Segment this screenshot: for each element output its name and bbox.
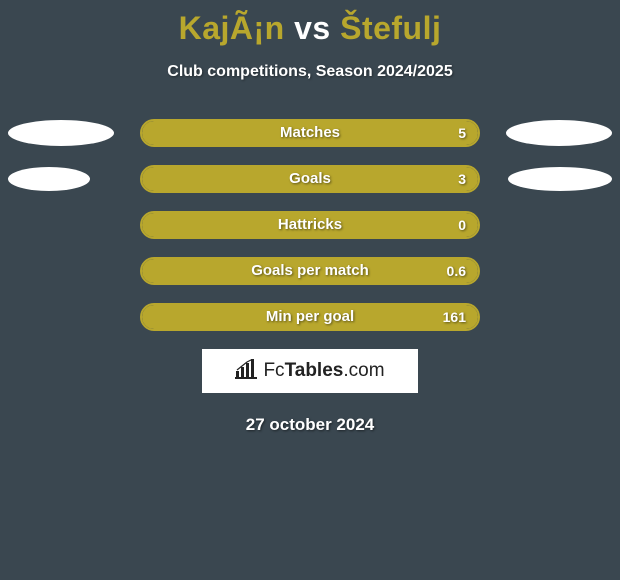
stat-bar: Goals3 (140, 165, 480, 193)
date-line: 27 october 2024 (0, 415, 620, 435)
stat-bar: Goals per match0.6 (140, 257, 480, 285)
stat-row: Min per goal161 (0, 303, 620, 331)
stat-bar: Matches5 (140, 119, 480, 147)
brand-text-1: Fc (263, 360, 284, 381)
stat-row: Matches5 (0, 119, 620, 147)
player-left-oval (8, 167, 90, 191)
stat-row: Goals per match0.6 (0, 257, 620, 285)
stat-bar: Hattricks0 (140, 211, 480, 239)
title-player-right: Štefulj (340, 10, 441, 46)
page-title: KajÃ¡n vs Štefulj (0, 0, 620, 47)
stat-bar-fill (142, 121, 478, 145)
bar-chart-icon (235, 359, 257, 384)
brand-text-2: Tables (285, 360, 344, 381)
brand-badge[interactable]: FcTables.com (202, 349, 418, 393)
subtitle: Club competitions, Season 2024/2025 (0, 63, 620, 81)
player-right-oval (506, 120, 612, 146)
brand-text: FcTables.com (263, 360, 384, 382)
stat-bar: Min per goal161 (140, 303, 480, 331)
stat-row: Hattricks0 (0, 211, 620, 239)
stats-list: Matches5 Goals3 Hattricks0 Goals per match0… (0, 119, 620, 331)
stat-bar-fill (142, 305, 478, 329)
stat-bar-fill (142, 167, 478, 191)
stat-row: Goals3 (0, 165, 620, 193)
title-vs: vs (285, 10, 340, 46)
stat-bar-fill (142, 259, 478, 283)
player-right-oval (508, 167, 612, 191)
stat-bar-fill (142, 213, 478, 237)
brand-text-3: .com (343, 360, 384, 381)
player-left-oval (8, 120, 114, 146)
title-player-left: KajÃ¡n (179, 10, 285, 46)
